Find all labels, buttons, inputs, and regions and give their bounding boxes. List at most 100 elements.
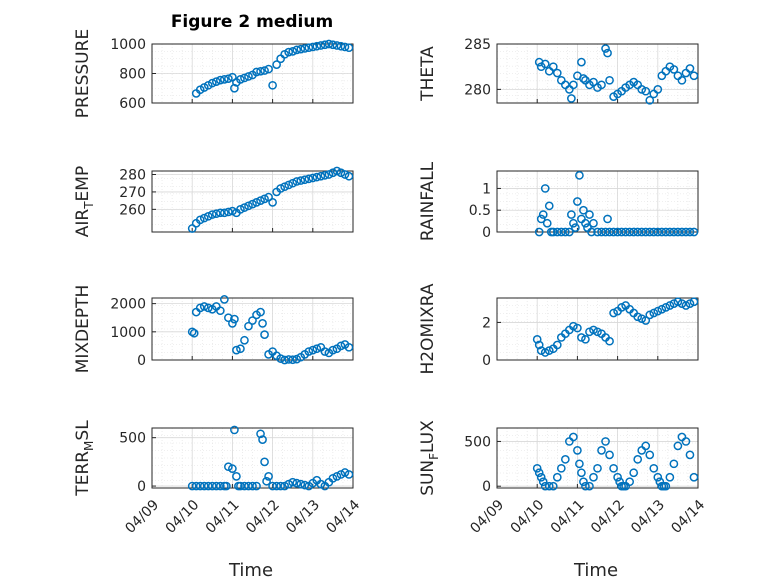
data-point [240, 335, 249, 345]
data-point [292, 177, 302, 186]
data-point [304, 174, 314, 184]
data-point [657, 227, 667, 237]
x-tick-label: 04/13 [628, 497, 668, 537]
y-axis-label: SUNFLUX [418, 420, 441, 496]
data-point [211, 481, 221, 491]
data-point [332, 41, 342, 50]
y-tick-label: 0 [137, 479, 146, 495]
data-point [220, 295, 229, 304]
axes-box [151, 427, 354, 489]
data-point [280, 182, 290, 192]
data-point [211, 209, 221, 219]
x-axis-label-right: Time [573, 560, 618, 581]
data-point [280, 355, 290, 365]
data-point [689, 297, 699, 307]
data-point [649, 463, 659, 473]
data-point [187, 481, 197, 491]
y-tick-label: 285 [464, 37, 491, 53]
data-point [308, 42, 318, 52]
data-point [685, 227, 695, 237]
data-point [222, 481, 231, 491]
data-point [645, 95, 655, 105]
y-axis-label: PRESSURE [73, 29, 93, 118]
data-point [538, 210, 548, 219]
data-point [575, 171, 584, 180]
data-point [288, 477, 298, 487]
data-point [268, 198, 277, 207]
data-point [581, 218, 590, 228]
y-tick-label: 800 [119, 67, 146, 83]
data-point [292, 45, 302, 55]
data-point [567, 210, 576, 219]
data-point [252, 198, 261, 207]
y-tick-label: 1000 [110, 325, 146, 341]
data-point [569, 218, 578, 228]
y-axis-label: TERRMSL [73, 420, 96, 497]
data-point [244, 72, 253, 81]
data-point [224, 313, 233, 323]
data-point [296, 44, 306, 54]
y-tick-label: 0 [482, 479, 491, 495]
data-point [548, 481, 558, 491]
data-point [645, 310, 655, 320]
data-point [328, 345, 338, 355]
data-point [575, 459, 584, 469]
data-point [280, 481, 290, 491]
data-point [661, 481, 671, 491]
data-point [300, 44, 310, 53]
axes-box [496, 43, 699, 104]
data-point [215, 481, 225, 491]
data-point [573, 197, 582, 206]
data-point [629, 468, 639, 478]
subplot-6: 0 2 H2OMIXRA [418, 283, 699, 375]
data-point [613, 227, 622, 237]
data-point [195, 303, 205, 313]
data-point [203, 303, 213, 313]
data-point [589, 77, 598, 87]
data-point [304, 347, 314, 356]
y-tick-label: 260 [119, 202, 146, 218]
data-point [544, 346, 554, 355]
axes-box [496, 297, 699, 361]
data-point [601, 44, 610, 53]
data-point [320, 171, 330, 180]
data-point [585, 327, 594, 337]
data-point [540, 59, 550, 69]
data-point [236, 75, 245, 84]
data-point [685, 450, 695, 460]
data-point [344, 470, 354, 479]
data-point [560, 227, 570, 237]
data-point [597, 446, 606, 455]
data-point [581, 334, 590, 344]
data-point [256, 307, 265, 317]
data-point [199, 213, 209, 223]
data-point [260, 457, 269, 467]
data-point [308, 173, 318, 183]
data-point [256, 196, 265, 205]
data-point [689, 71, 699, 81]
data-point [641, 86, 651, 96]
data-point [536, 472, 546, 482]
data-point [312, 344, 322, 354]
data-point [625, 477, 635, 487]
data-point [685, 64, 695, 73]
data-point [661, 227, 671, 237]
y-tick-label: 600 [119, 96, 146, 112]
data-point [641, 441, 651, 451]
data-point [232, 345, 241, 355]
data-point [681, 227, 691, 237]
data-point [581, 481, 590, 491]
data-point [272, 60, 281, 70]
data-point [681, 437, 691, 446]
data-point [565, 227, 574, 237]
data-point [232, 472, 241, 481]
data-point [665, 472, 675, 482]
data-point [328, 168, 338, 178]
data-point [577, 333, 586, 342]
data-point [316, 41, 326, 50]
y-tick-label: 500 [464, 434, 491, 450]
data-point [661, 303, 671, 312]
data-point [609, 227, 618, 237]
